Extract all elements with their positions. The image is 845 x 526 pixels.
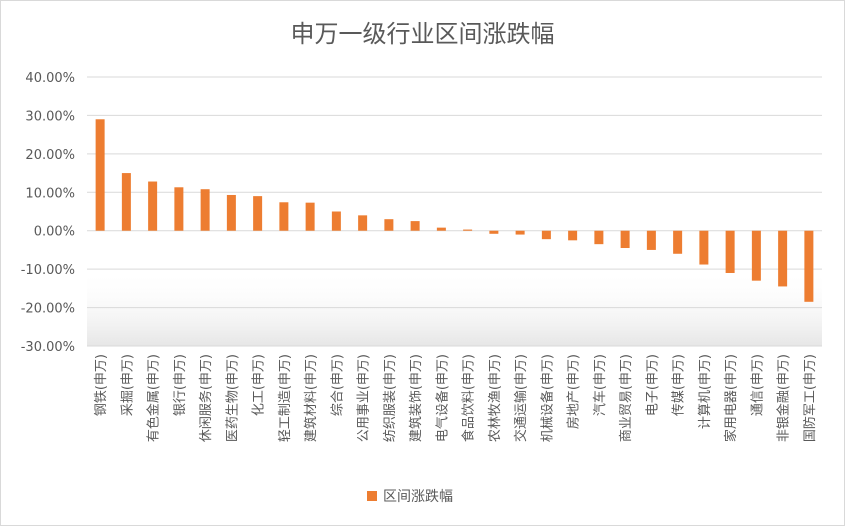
bar (279, 202, 289, 231)
bar (384, 219, 394, 231)
bar (541, 230, 551, 240)
x-category-label: 商业贸易(申万) (619, 354, 634, 442)
x-category-label: 传媒(申万) (672, 354, 687, 416)
x-category-label: 有色金属(申万) (146, 354, 162, 442)
x-category-label: 食品饮料(申万) (461, 354, 477, 442)
x-axis-categories: 钢铁(申万) 采掘(申万) 有色金属(申万) 银行(申万) 休闲服务(申万) 医药生物(申… (94, 354, 818, 442)
chart-title: 申万一级行业区间涨跌幅 (290, 20, 555, 48)
x-category-label: 采掘(申万) (120, 354, 135, 416)
bar (725, 230, 735, 273)
x-category-label: 机械设备(申万) (539, 354, 555, 442)
x-category-label: 建筑材料(申万) (303, 354, 319, 442)
x-category-label: 农林牧渔(申万) (488, 354, 503, 442)
legend-label: 区间涨跌幅 (383, 489, 453, 505)
x-category-label: 综合(申万) (330, 354, 345, 416)
bar (436, 227, 446, 231)
x-category-label: 非银金融(申万) (776, 354, 792, 442)
bar (699, 230, 709, 265)
x-category-label: 建筑装饰(申万) (408, 354, 424, 442)
x-category-label: 计算机(申万) (698, 354, 713, 429)
x-category-label: 电气设备(申万) (434, 354, 450, 442)
bar (226, 194, 236, 231)
bar (515, 230, 525, 235)
x-category-label: 钢铁(申万) (94, 354, 109, 416)
bar (200, 189, 210, 231)
y-tick-label: 40.00% (25, 71, 75, 86)
bar (673, 230, 683, 254)
bar (410, 221, 420, 231)
x-category-label: 通信(申万) (750, 354, 765, 416)
bar (751, 230, 761, 281)
legend: 区间涨跌幅 (367, 486, 453, 506)
bar (305, 202, 315, 231)
bar (174, 187, 184, 231)
x-category-label: 医药生物(申万) (225, 354, 240, 442)
bar (489, 230, 499, 234)
bar (594, 230, 604, 245)
bars (95, 119, 814, 302)
y-tick-label: -10.00% (21, 263, 75, 278)
x-category-label: 银行(申万) (173, 354, 188, 416)
y-tick-label: 20.00% (25, 148, 75, 163)
x-category-label: 电子(申万) (645, 354, 660, 416)
bar (646, 230, 656, 250)
bar (253, 196, 263, 231)
bar (331, 211, 341, 231)
y-tick-label: 10.00% (25, 186, 75, 201)
y-tick-label: -30.00% (21, 340, 75, 355)
x-category-label: 家用电器(申万) (723, 354, 739, 442)
bar (358, 215, 368, 231)
bar (568, 230, 578, 241)
y-axis-ticks: 40.00% 30.00% 20.00% 10.00% 0.00% -10.00% -20.… (21, 71, 75, 355)
bar (121, 173, 131, 231)
bar (804, 230, 814, 302)
x-category-label: 化工(申万) (252, 354, 267, 416)
y-tick-label: 0.00% (34, 225, 75, 240)
y-tick-label: 30.00% (25, 109, 75, 124)
y-tick-label: -20.00% (21, 302, 75, 317)
x-category-label: 公用事业(申万) (357, 354, 372, 442)
bar (620, 230, 630, 249)
bar (463, 229, 473, 231)
legend-swatch (367, 491, 377, 501)
x-category-label: 汽车(申万) (592, 354, 608, 416)
x-category-label: 休闲服务(申万) (198, 354, 214, 442)
x-category-label: 国防军工(申万) (802, 354, 818, 442)
x-category-label: 轻工制造(申万) (278, 354, 293, 442)
x-category-label: 交通运输(申万) (513, 354, 529, 442)
x-category-label: 房地产(申万) (566, 354, 582, 429)
bar (148, 181, 158, 231)
bar (95, 119, 105, 231)
x-category-label: 纺织服装(申万) (383, 354, 398, 442)
bar (778, 230, 788, 287)
